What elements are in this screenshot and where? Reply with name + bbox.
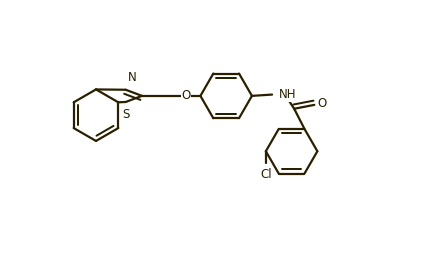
Text: O: O	[318, 97, 327, 110]
Text: N: N	[128, 71, 136, 84]
Text: Cl: Cl	[260, 168, 272, 181]
Text: S: S	[122, 109, 129, 121]
Text: NH: NH	[279, 88, 296, 101]
Text: O: O	[181, 89, 191, 102]
